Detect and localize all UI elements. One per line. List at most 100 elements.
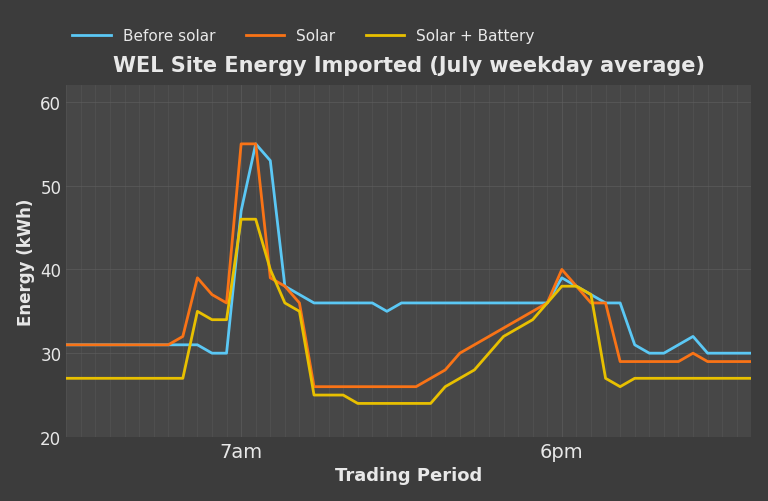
Solar + Battery xyxy=(91,376,100,382)
Solar xyxy=(61,342,71,348)
Before solar xyxy=(688,334,697,340)
Solar + Battery xyxy=(105,376,114,382)
Solar xyxy=(353,384,362,390)
Solar xyxy=(251,142,260,148)
Before solar xyxy=(601,300,610,306)
Line: Solar + Battery: Solar + Battery xyxy=(66,220,751,404)
Before solar xyxy=(543,300,552,306)
Before solar xyxy=(630,342,639,348)
Solar + Battery xyxy=(324,392,333,398)
Solar + Battery xyxy=(703,376,712,382)
Line: Before solar: Before solar xyxy=(66,145,751,354)
Before solar xyxy=(514,300,523,306)
Solar xyxy=(280,284,290,290)
Title: WEL Site Energy Imported (July weekday average): WEL Site Energy Imported (July weekday a… xyxy=(113,56,705,76)
Solar + Battery xyxy=(746,376,756,382)
Solar xyxy=(178,334,187,340)
Before solar xyxy=(499,300,508,306)
Before solar xyxy=(149,342,158,348)
Solar xyxy=(717,359,727,365)
Solar xyxy=(659,359,668,365)
Solar xyxy=(644,359,654,365)
Y-axis label: Energy (kWh): Energy (kWh) xyxy=(17,198,35,325)
Solar + Battery xyxy=(266,267,275,273)
Solar + Battery xyxy=(426,401,435,407)
Solar xyxy=(324,384,333,390)
Solar + Battery xyxy=(178,376,187,382)
Solar + Battery xyxy=(76,376,85,382)
Before solar xyxy=(222,351,231,357)
Solar xyxy=(732,359,741,365)
Before solar xyxy=(746,351,756,357)
Solar + Battery xyxy=(61,376,71,382)
Before solar xyxy=(412,300,421,306)
Solar xyxy=(266,275,275,281)
Solar xyxy=(499,326,508,332)
Solar xyxy=(237,142,246,148)
Solar xyxy=(91,342,100,348)
Solar xyxy=(120,342,129,348)
Solar xyxy=(193,275,202,281)
Solar + Battery xyxy=(353,401,362,407)
Before solar xyxy=(572,284,581,290)
Solar + Battery xyxy=(587,292,596,298)
Solar + Battery xyxy=(688,376,697,382)
Before solar xyxy=(266,158,275,164)
Before solar xyxy=(455,300,465,306)
Solar xyxy=(615,359,624,365)
Solar xyxy=(149,342,158,348)
Solar xyxy=(674,359,683,365)
Solar xyxy=(310,384,319,390)
Solar xyxy=(528,309,538,315)
Solar xyxy=(558,267,567,273)
Solar + Battery xyxy=(295,309,304,315)
Solar xyxy=(222,300,231,306)
Solar xyxy=(514,317,523,323)
Solar xyxy=(587,300,596,306)
Solar + Battery xyxy=(630,376,639,382)
Legend: Before solar, Solar, Solar + Battery: Before solar, Solar, Solar + Battery xyxy=(66,23,541,50)
Before solar xyxy=(120,342,129,348)
Solar + Battery xyxy=(310,392,319,398)
Before solar xyxy=(717,351,727,357)
Before solar xyxy=(558,275,567,281)
Solar + Battery xyxy=(572,284,581,290)
Solar + Battery xyxy=(528,317,538,323)
Before solar xyxy=(615,300,624,306)
Solar + Battery xyxy=(149,376,158,382)
Solar xyxy=(455,351,465,357)
Before solar xyxy=(441,300,450,306)
Solar + Battery xyxy=(222,317,231,323)
Before solar xyxy=(164,342,173,348)
Before solar xyxy=(76,342,85,348)
Solar xyxy=(572,284,581,290)
Solar + Battery xyxy=(717,376,727,382)
Before solar xyxy=(178,342,187,348)
Solar + Battery xyxy=(485,351,494,357)
Before solar xyxy=(61,342,71,348)
Solar + Battery xyxy=(732,376,741,382)
Solar + Battery xyxy=(558,284,567,290)
Before solar xyxy=(587,292,596,298)
Solar + Battery xyxy=(659,376,668,382)
Solar + Battery xyxy=(120,376,129,382)
Solar + Battery xyxy=(237,217,246,223)
Before solar xyxy=(280,284,290,290)
Line: Solar: Solar xyxy=(66,145,751,387)
Before solar xyxy=(485,300,494,306)
Solar xyxy=(339,384,348,390)
Before solar xyxy=(105,342,114,348)
Solar + Battery xyxy=(674,376,683,382)
Solar xyxy=(134,342,144,348)
Solar xyxy=(746,359,756,365)
Solar + Battery xyxy=(382,401,392,407)
Before solar xyxy=(426,300,435,306)
Before solar xyxy=(732,351,741,357)
Solar + Battery xyxy=(251,217,260,223)
Before solar xyxy=(353,300,362,306)
Solar + Battery xyxy=(441,384,450,390)
Solar xyxy=(76,342,85,348)
Solar + Battery xyxy=(193,309,202,315)
Solar xyxy=(426,376,435,382)
Solar + Battery xyxy=(644,376,654,382)
